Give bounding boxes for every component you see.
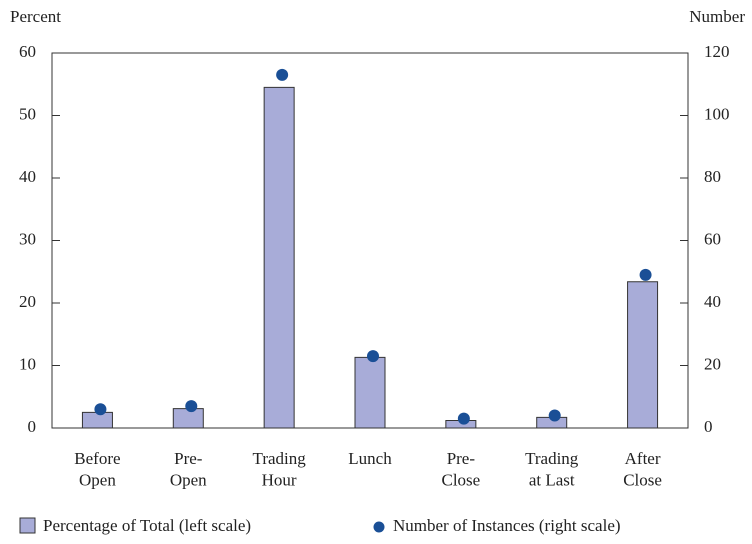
y-axis-label: Percent [10,7,61,26]
legend-dot [373,521,385,533]
bar [81,411,113,429]
x-tick-label: Pre-Close [441,449,480,489]
y-tick-label: 20 [19,292,36,311]
dot [367,350,379,363]
y2-axis-label: Number [689,7,745,26]
bar [627,281,659,429]
y2-tick-label: 80 [704,167,721,186]
bar [354,356,386,429]
y2-tick-label: 120 [704,42,730,61]
x-tick-label: Pre-Open [170,449,207,489]
x-tick-label: Trading Hour [253,449,307,489]
y2-tick-label: 40 [704,292,721,311]
y-tick-label: 40 [19,167,36,186]
bar [263,86,295,429]
y-tick-label: 50 [19,104,36,123]
legend-label: Number of Instances (right scale) [393,516,621,535]
x-tick-label: After Close [623,449,662,489]
x-tick-label: Before Open [74,449,120,489]
y2-tick-label: 60 [704,229,721,248]
legend-label: Percentage of Total (left scale) [43,516,251,535]
legend-swatch [19,517,36,534]
y-tick-label: 0 [28,417,37,436]
dot [457,412,470,425]
dot [548,409,561,422]
y2-tick-label: 0 [704,417,713,436]
x-tick-label: Lunch [348,449,392,468]
y2-tick-label: 20 [704,354,721,373]
y-tick-label: 10 [19,354,36,373]
y-tick-label: 30 [19,229,36,248]
dot [639,268,652,281]
bar [172,408,204,429]
dot [94,403,107,416]
y-tick-label: 60 [19,42,36,61]
y2-tick-label: 100 [704,104,730,123]
dot [276,68,289,81]
dot [185,400,198,413]
x-tick-label: Trading at Last [525,449,579,489]
